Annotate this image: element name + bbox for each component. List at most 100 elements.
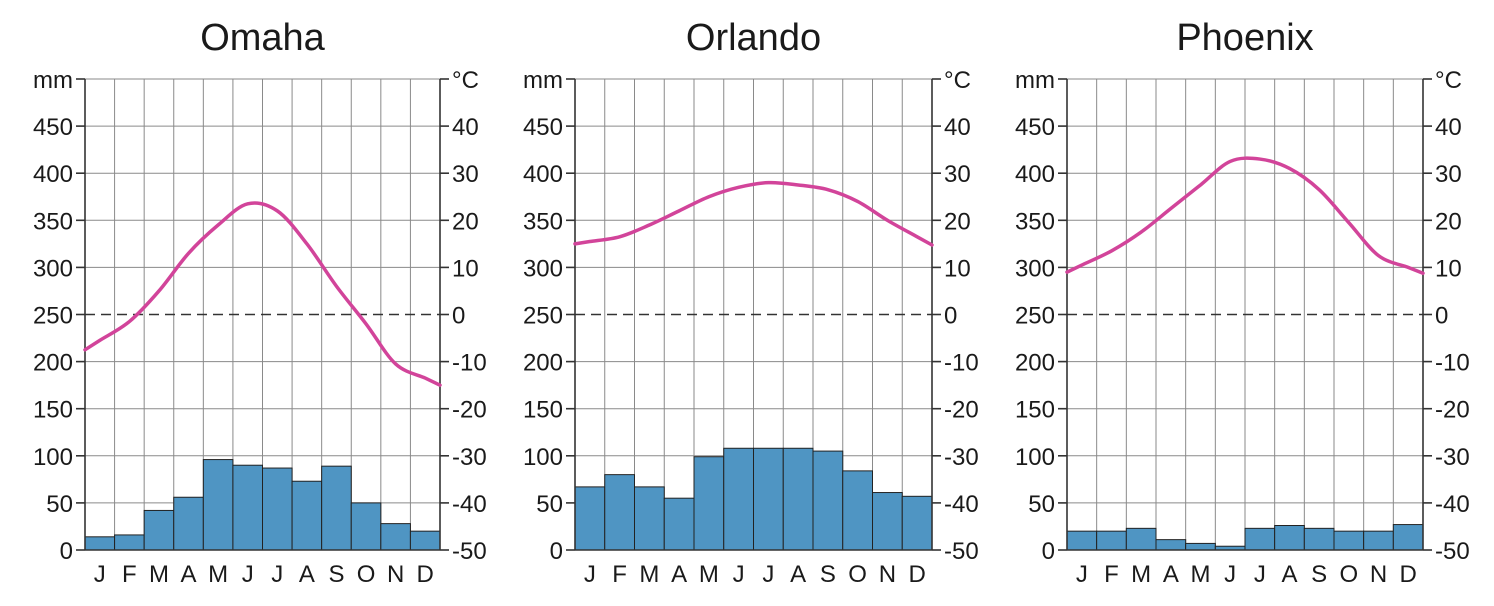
right-tick-label: 40: [944, 114, 971, 141]
left-tick-label: 0: [1042, 538, 1055, 565]
right-tick-label: -20: [452, 397, 487, 424]
left-tick-label: 200: [33, 350, 73, 377]
month-label: A: [671, 561, 687, 588]
left-tick-label: 300: [33, 255, 73, 282]
month-label: J: [271, 561, 283, 588]
month-label: A: [1163, 561, 1179, 588]
month-label: F: [122, 561, 137, 588]
right-tick-label: 0: [452, 303, 465, 330]
right-tick-label: 40: [452, 114, 479, 141]
left-tick-label: 450: [523, 114, 563, 141]
left-tick-label: 50: [46, 491, 73, 518]
precipitation-bar: [173, 496, 204, 551]
chart-panel-omaha: Omaha050100150200250300350400450mm-50-40…: [33, 17, 487, 588]
left-tick-label: 0: [550, 538, 563, 565]
right-tick-label: -40: [944, 491, 979, 518]
left-tick-label: 400: [1015, 161, 1055, 188]
month-label: A: [790, 561, 806, 588]
right-axis-unit: °C: [944, 67, 971, 94]
month-label: M: [699, 561, 719, 588]
chart-panel-phoenix: Phoenix050100150200250300350400450mm-50-…: [1015, 17, 1470, 588]
month-label: O: [1339, 561, 1358, 588]
precipitation-bar: [872, 492, 903, 551]
left-tick-label: 150: [1015, 397, 1055, 424]
left-axis-unit: mm: [33, 67, 73, 94]
right-tick-label: 30: [944, 161, 971, 188]
precipitation-bar: [262, 467, 293, 551]
left-tick-label: 250: [33, 303, 73, 330]
precipitation-bar: [693, 456, 725, 551]
precipitation-bar: [1274, 525, 1305, 551]
left-tick-label: 50: [1028, 491, 1055, 518]
right-axis-unit: °C: [452, 67, 479, 94]
precipitation-bar: [350, 502, 382, 551]
precipitation-bar: [232, 464, 264, 551]
precipitation-bar: [1392, 524, 1424, 551]
temperature-line: [1065, 156, 1425, 276]
right-tick-label: 30: [1435, 161, 1462, 188]
left-tick-label: 50: [536, 491, 563, 518]
right-tick-label: -10: [1435, 350, 1470, 377]
right-tick-label: -10: [452, 350, 487, 377]
right-tick-label: 10: [1435, 255, 1462, 282]
month-label: A: [181, 561, 197, 588]
month-label: S: [328, 561, 344, 588]
right-axis-unit: °C: [1435, 67, 1462, 94]
right-tick-label: -50: [1435, 538, 1470, 565]
left-tick-label: 450: [1015, 114, 1055, 141]
left-tick-label: 300: [1015, 255, 1055, 282]
precipitation-bar: [604, 474, 635, 551]
month-label: N: [1370, 561, 1387, 588]
precipitation-bar: [901, 495, 933, 551]
right-tick-label: 20: [944, 208, 971, 235]
chart-title: Omaha: [200, 17, 325, 59]
precipitation-bar: [1066, 530, 1098, 551]
precipitation-bar: [202, 459, 234, 551]
right-tick-label: -30: [452, 444, 487, 471]
month-label: F: [612, 561, 627, 588]
left-tick-label: 150: [523, 397, 563, 424]
month-label: S: [820, 561, 836, 588]
precipitation-bar: [1125, 527, 1157, 551]
precipitation-bar: [1244, 527, 1276, 551]
right-tick-label: 10: [944, 255, 971, 282]
left-axis-unit: mm: [1015, 67, 1055, 94]
left-tick-label: 450: [33, 114, 73, 141]
left-tick-label: 150: [33, 397, 73, 424]
precipitation-bar: [291, 480, 323, 551]
left-tick-label: 350: [1015, 208, 1055, 235]
right-tick-label: -50: [452, 538, 487, 565]
precipitation-bar: [1185, 542, 1216, 551]
month-label: J: [242, 561, 254, 588]
precipitation-bar: [663, 497, 695, 551]
precipitation-bar: [380, 523, 411, 551]
month-label: J: [1254, 561, 1266, 588]
left-tick-label: 200: [523, 350, 563, 377]
month-label: A: [1281, 561, 1297, 588]
left-tick-label: 100: [33, 444, 73, 471]
precipitation-bar: [409, 530, 441, 551]
month-label: J: [762, 561, 774, 588]
month-label: J: [1224, 561, 1236, 588]
month-label: M: [1191, 561, 1211, 588]
left-tick-label: 100: [523, 444, 563, 471]
left-tick-label: 350: [33, 208, 73, 235]
precipitation-bar: [143, 509, 175, 551]
chart-title: Orlando: [686, 17, 821, 59]
month-label: N: [879, 561, 896, 588]
temperature-line: [573, 180, 934, 247]
left-tick-label: 0: [60, 538, 73, 565]
precipitation-bar: [723, 447, 754, 551]
precipitation-bar: [782, 447, 814, 551]
left-tick-label: 300: [523, 255, 563, 282]
month-label: M: [639, 561, 659, 588]
precipitation-bar: [812, 450, 844, 551]
precipitation-bar: [1303, 527, 1335, 551]
right-tick-label: 30: [452, 161, 479, 188]
left-tick-label: 250: [523, 303, 563, 330]
right-tick-label: -40: [452, 491, 487, 518]
right-tick-label: 20: [452, 208, 479, 235]
right-tick-label: 20: [1435, 208, 1462, 235]
